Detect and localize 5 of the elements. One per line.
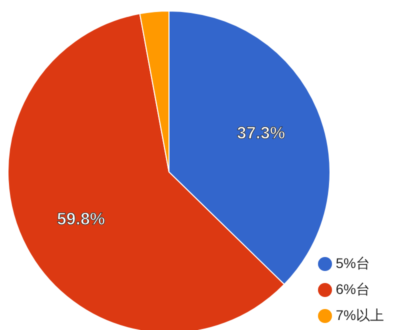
data-label: 59.8% — [56, 209, 106, 228]
legend-label: 6%台 — [336, 281, 370, 297]
legend-label: 5%台 — [336, 255, 370, 271]
legend-label: 7%以上 — [336, 307, 384, 323]
data-label: 37.3% — [236, 124, 286, 143]
